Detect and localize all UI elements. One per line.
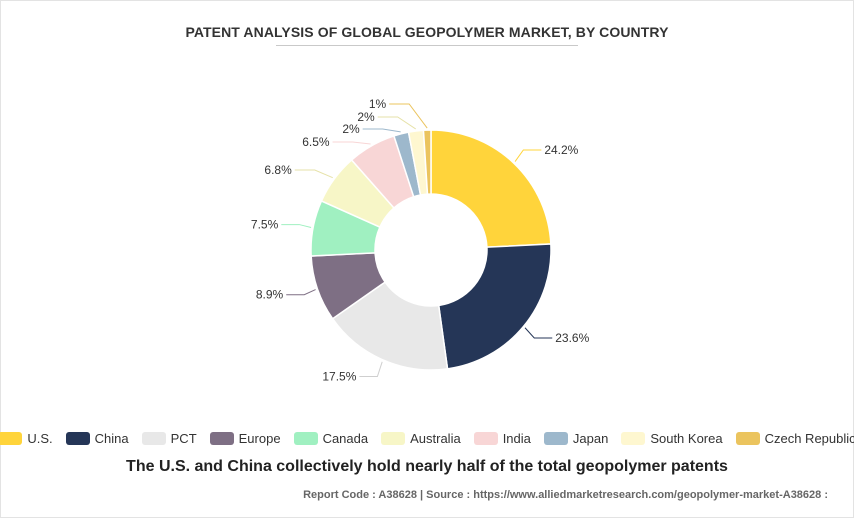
leader-line-canada xyxy=(281,224,312,229)
slice-label-u-s: 24.2% xyxy=(544,143,578,157)
slice-label-europe: 8.9% xyxy=(256,288,284,302)
legend-item-india[interactable]: India xyxy=(473,430,531,446)
leader-line-australia xyxy=(294,169,333,179)
chart-title: PATENT ANALYSIS OF GLOBAL GEOPOLYMER MAR… xyxy=(185,24,669,40)
donut-chart: 24.2%23.6%17.5%8.9%7.5%6.8%6.5%2%2%1% xyxy=(251,97,590,383)
legend-label: Japan xyxy=(572,430,609,446)
legend-label: China xyxy=(94,430,129,446)
legend-swatch xyxy=(543,431,568,445)
leader-line-czech-republic xyxy=(389,103,428,129)
donut-slices xyxy=(310,129,552,371)
legend-swatch xyxy=(473,431,498,445)
legend-swatch xyxy=(381,431,406,445)
legend-swatch xyxy=(735,431,760,445)
legend-swatch xyxy=(0,431,23,445)
slice-pct[interactable] xyxy=(331,281,449,371)
leader-line-japan xyxy=(362,128,401,133)
legend-swatch xyxy=(65,431,90,445)
slice-label-south-korea: 2% xyxy=(357,110,375,124)
legend-item-europe[interactable]: Europe xyxy=(209,430,281,446)
legend-label: Europe xyxy=(238,430,281,446)
leader-line-south-korea xyxy=(377,116,416,130)
legend-label: U.S. xyxy=(27,430,53,446)
legend-label: Australia xyxy=(410,430,461,446)
slice-u-s[interactable] xyxy=(430,129,552,248)
legend-item-south-korea[interactable]: South Korea xyxy=(621,430,723,446)
slice-labels: 24.2%23.6%17.5%8.9%7.5%6.8%6.5%2%2%1% xyxy=(251,97,590,383)
legend-swatch xyxy=(209,431,234,445)
legend-swatch xyxy=(621,431,646,445)
leader-line-pct xyxy=(359,361,383,377)
source-footer: Report Code : A38628 | Source : https://… xyxy=(303,489,828,501)
title-underline xyxy=(276,45,578,46)
slice-label-australia: 6.8% xyxy=(264,163,292,177)
legend-item-china[interactable]: China xyxy=(65,430,129,446)
chart-legend: U.S. China PCT Europe Canada Australia India Ja… xyxy=(0,428,854,448)
slice-china[interactable] xyxy=(437,243,552,370)
leader-line-india xyxy=(332,141,371,145)
legend-label: Czech Republic xyxy=(764,430,854,446)
leader-line-europe xyxy=(286,289,316,296)
slice-label-japan: 2% xyxy=(342,122,360,136)
leader-line-china xyxy=(524,327,553,339)
label-leader-lines xyxy=(281,103,553,377)
slice-label-pct: 17.5% xyxy=(322,369,356,383)
legend-item-czech-republic[interactable]: Czech Republic xyxy=(735,430,854,446)
legend-item-u-s[interactable]: U.S. xyxy=(0,431,53,446)
legend-item-japan[interactable]: Japan xyxy=(543,430,609,446)
legend-label: Canada xyxy=(322,430,369,446)
legend-item-pct[interactable]: PCT xyxy=(141,430,197,446)
slice-label-canada: 7.5% xyxy=(251,218,279,232)
slice-label-china: 23.6% xyxy=(555,331,589,345)
legend-item-canada[interactable]: Canada xyxy=(293,430,369,446)
legend-swatch xyxy=(141,431,166,445)
chart-caption: The U.S. and China collectively hold nea… xyxy=(126,458,728,475)
legend-label: South Korea xyxy=(650,430,723,446)
legend-swatch xyxy=(293,431,318,445)
slice-label-india: 6.5% xyxy=(302,135,330,149)
slice-czech-republic[interactable] xyxy=(422,129,432,195)
legend-item-australia[interactable]: Australia xyxy=(381,431,461,446)
slice-label-czech-republic: 1% xyxy=(369,97,387,111)
leader-line-u-s xyxy=(514,149,542,162)
legend-label: India xyxy=(502,430,531,446)
legend-label: PCT xyxy=(170,430,197,446)
